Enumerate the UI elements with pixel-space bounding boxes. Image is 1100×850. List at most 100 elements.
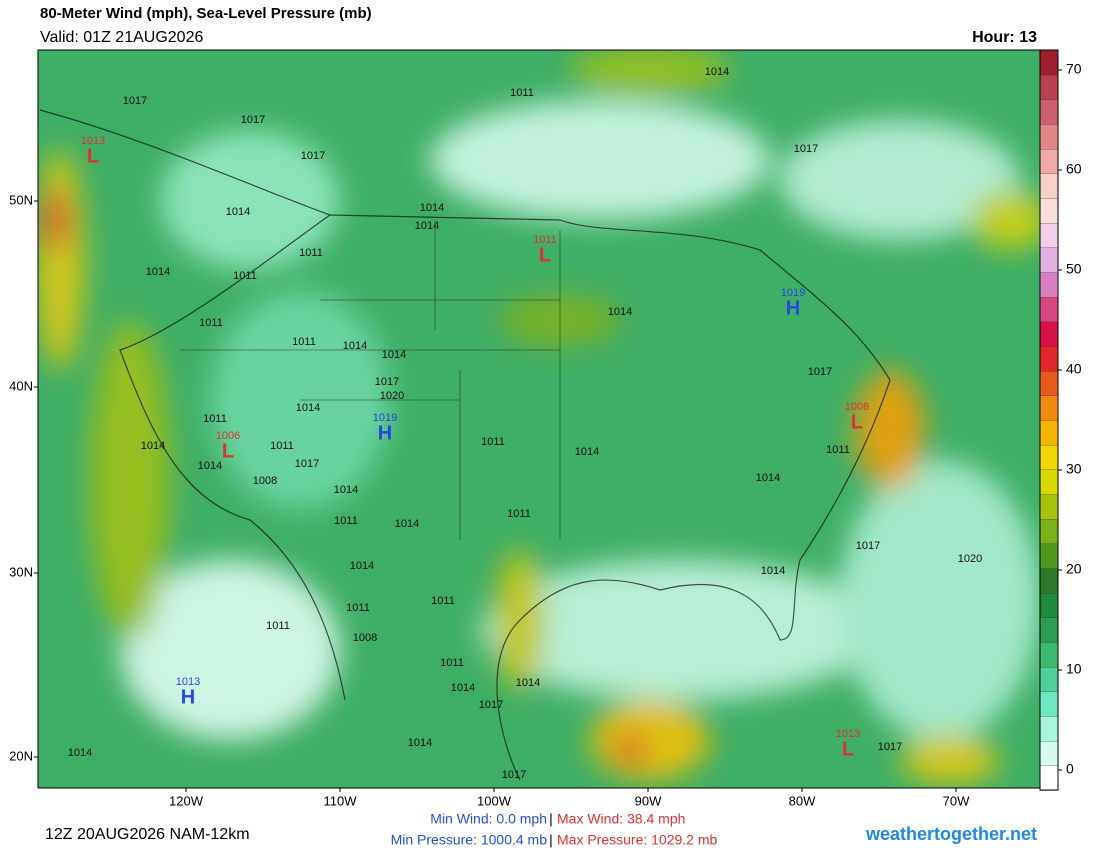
colorbar-swatch: [1039, 370, 1059, 396]
center-letter: H: [786, 297, 800, 319]
isobar-label: 1014: [382, 349, 406, 361]
colorbar-swatch: [1039, 321, 1059, 347]
isobar-label: 1011: [299, 247, 323, 259]
center-value: 1019: [781, 287, 805, 299]
isobar-label: 1017: [808, 366, 832, 378]
site-name: weathertogether.net: [865, 824, 1037, 844]
title: 80-Meter Wind (mph), Sea-Level Pressure …: [40, 5, 372, 22]
colorbar-swatch: [1039, 493, 1059, 520]
isobar-label: 1017: [123, 95, 147, 107]
max-wind: Max Wind: 38.4 mph: [557, 811, 685, 827]
colorbar-tick-label: 60: [1066, 161, 1082, 177]
colorbar-swatch: [1039, 617, 1059, 643]
colorbar-tick-label: 20: [1066, 561, 1082, 577]
colorbar-swatch: [1039, 99, 1059, 125]
lon-label: 70W: [943, 793, 970, 808]
colorbar-swatch: [1039, 543, 1059, 569]
center-letter: H: [181, 686, 195, 708]
max-pressure: Max Pressure: 1029.2 mb: [557, 832, 718, 848]
isobar-label: 1011: [346, 602, 370, 614]
colorbar-swatch: [1039, 271, 1059, 298]
forecast-hour: Hour: 13: [972, 29, 1037, 46]
isobar-label: 1014: [296, 402, 320, 414]
lon-label: 90W: [635, 793, 662, 808]
valid-time: Valid: 01Z 21AUG2026: [40, 29, 203, 46]
lat-label: 50N: [9, 192, 33, 207]
colorbar-tick-label: 70: [1066, 61, 1082, 77]
isobar-label: 1011: [440, 657, 464, 669]
center-value: 1006: [216, 430, 240, 442]
isobar-label: 1014: [705, 66, 729, 78]
model-run: 12Z 20AUG2026 NAM-12km: [45, 826, 250, 843]
map-field: [38, 50, 1040, 788]
isobar-label: 1011: [233, 270, 257, 282]
isobar-label: 1011: [292, 336, 316, 348]
colorbar-swatch: [1039, 148, 1059, 174]
isobar-label: 1011: [266, 620, 290, 632]
colorbar-tick-label: 30: [1066, 461, 1082, 477]
isobar-label: 1011: [507, 508, 531, 520]
isobar-label: 1017: [502, 769, 526, 781]
isobar-label: 1017: [479, 699, 503, 711]
isobar-label: 1014: [350, 560, 374, 572]
isobar-label: 1011: [203, 413, 227, 425]
isobar-label: 1014: [575, 446, 599, 458]
center-value: 1013: [836, 728, 860, 740]
colorbar-swatch: [1039, 518, 1059, 544]
lat-label: 20N: [9, 748, 33, 763]
lon-label: 120W: [169, 793, 204, 808]
colorbar-tick-label: 0: [1066, 761, 1074, 777]
isobar-label: 1017: [375, 376, 399, 388]
center-value: 1013: [176, 676, 200, 688]
isobar-label: 1017: [856, 540, 880, 552]
center-value: 1008: [845, 401, 869, 413]
isobar-label: 1014: [334, 484, 358, 496]
colorbar-swatch: [1039, 49, 1059, 76]
colorbar-swatch: [1039, 173, 1059, 199]
center-letter: L: [87, 145, 99, 167]
isobar-label: 1020: [380, 390, 404, 402]
center-letter: L: [851, 411, 863, 433]
isobar-label: 1014: [420, 202, 444, 214]
isobar-label: 1014: [516, 677, 540, 689]
isobar-label: 1020: [958, 553, 982, 565]
separator: |: [549, 811, 553, 827]
colorbar-frame: [1039, 49, 1059, 791]
colorbar-swatch: [1039, 666, 1059, 692]
isobar-label: 1014: [226, 206, 250, 218]
center-letter: L: [842, 738, 854, 760]
colorbar-tick-label: 40: [1066, 361, 1082, 377]
isobar-label: 1014: [415, 220, 439, 232]
colorbar-swatch: [1039, 715, 1059, 742]
center-value: 1011: [533, 234, 557, 246]
colorbar-swatch: [1039, 123, 1059, 150]
isobar-label: 1017: [241, 114, 265, 126]
colorbar-swatch: [1039, 296, 1059, 322]
lon-label: 80W: [789, 793, 816, 808]
center-value: 1013: [81, 135, 105, 147]
lon-label: 110W: [324, 793, 358, 808]
min-wind: Min Wind: 0.0 mph: [430, 811, 547, 827]
center-value: 1019: [373, 412, 397, 424]
isobar-label: 1017: [295, 458, 319, 470]
colorbar-swatch: [1039, 740, 1059, 766]
isobar-label: 1011: [481, 436, 505, 448]
isobar-label: 1014: [756, 472, 780, 484]
isobar-label: 1014: [146, 266, 170, 278]
isobar-label: 1014: [198, 460, 222, 472]
separator: |: [549, 832, 553, 848]
colorbar-swatch: [1039, 469, 1059, 495]
isobar-label: 1011: [431, 595, 455, 607]
colorbar-tick-label: 50: [1066, 261, 1082, 277]
colorbar-swatch: [1039, 444, 1059, 470]
colorbar-swatch: [1039, 567, 1059, 594]
isobar-label: 1014: [451, 682, 475, 694]
isobar-label: 1008: [353, 632, 377, 644]
isobar-label: 1011: [510, 87, 534, 99]
colorbar-swatch: [1039, 641, 1059, 668]
lon-label: 100W: [477, 793, 512, 808]
colorbar-swatch: [1039, 765, 1059, 791]
min-pressure: Min Pressure: 1000.4 mb: [391, 832, 548, 848]
colorbar-swatch: [1039, 691, 1059, 717]
